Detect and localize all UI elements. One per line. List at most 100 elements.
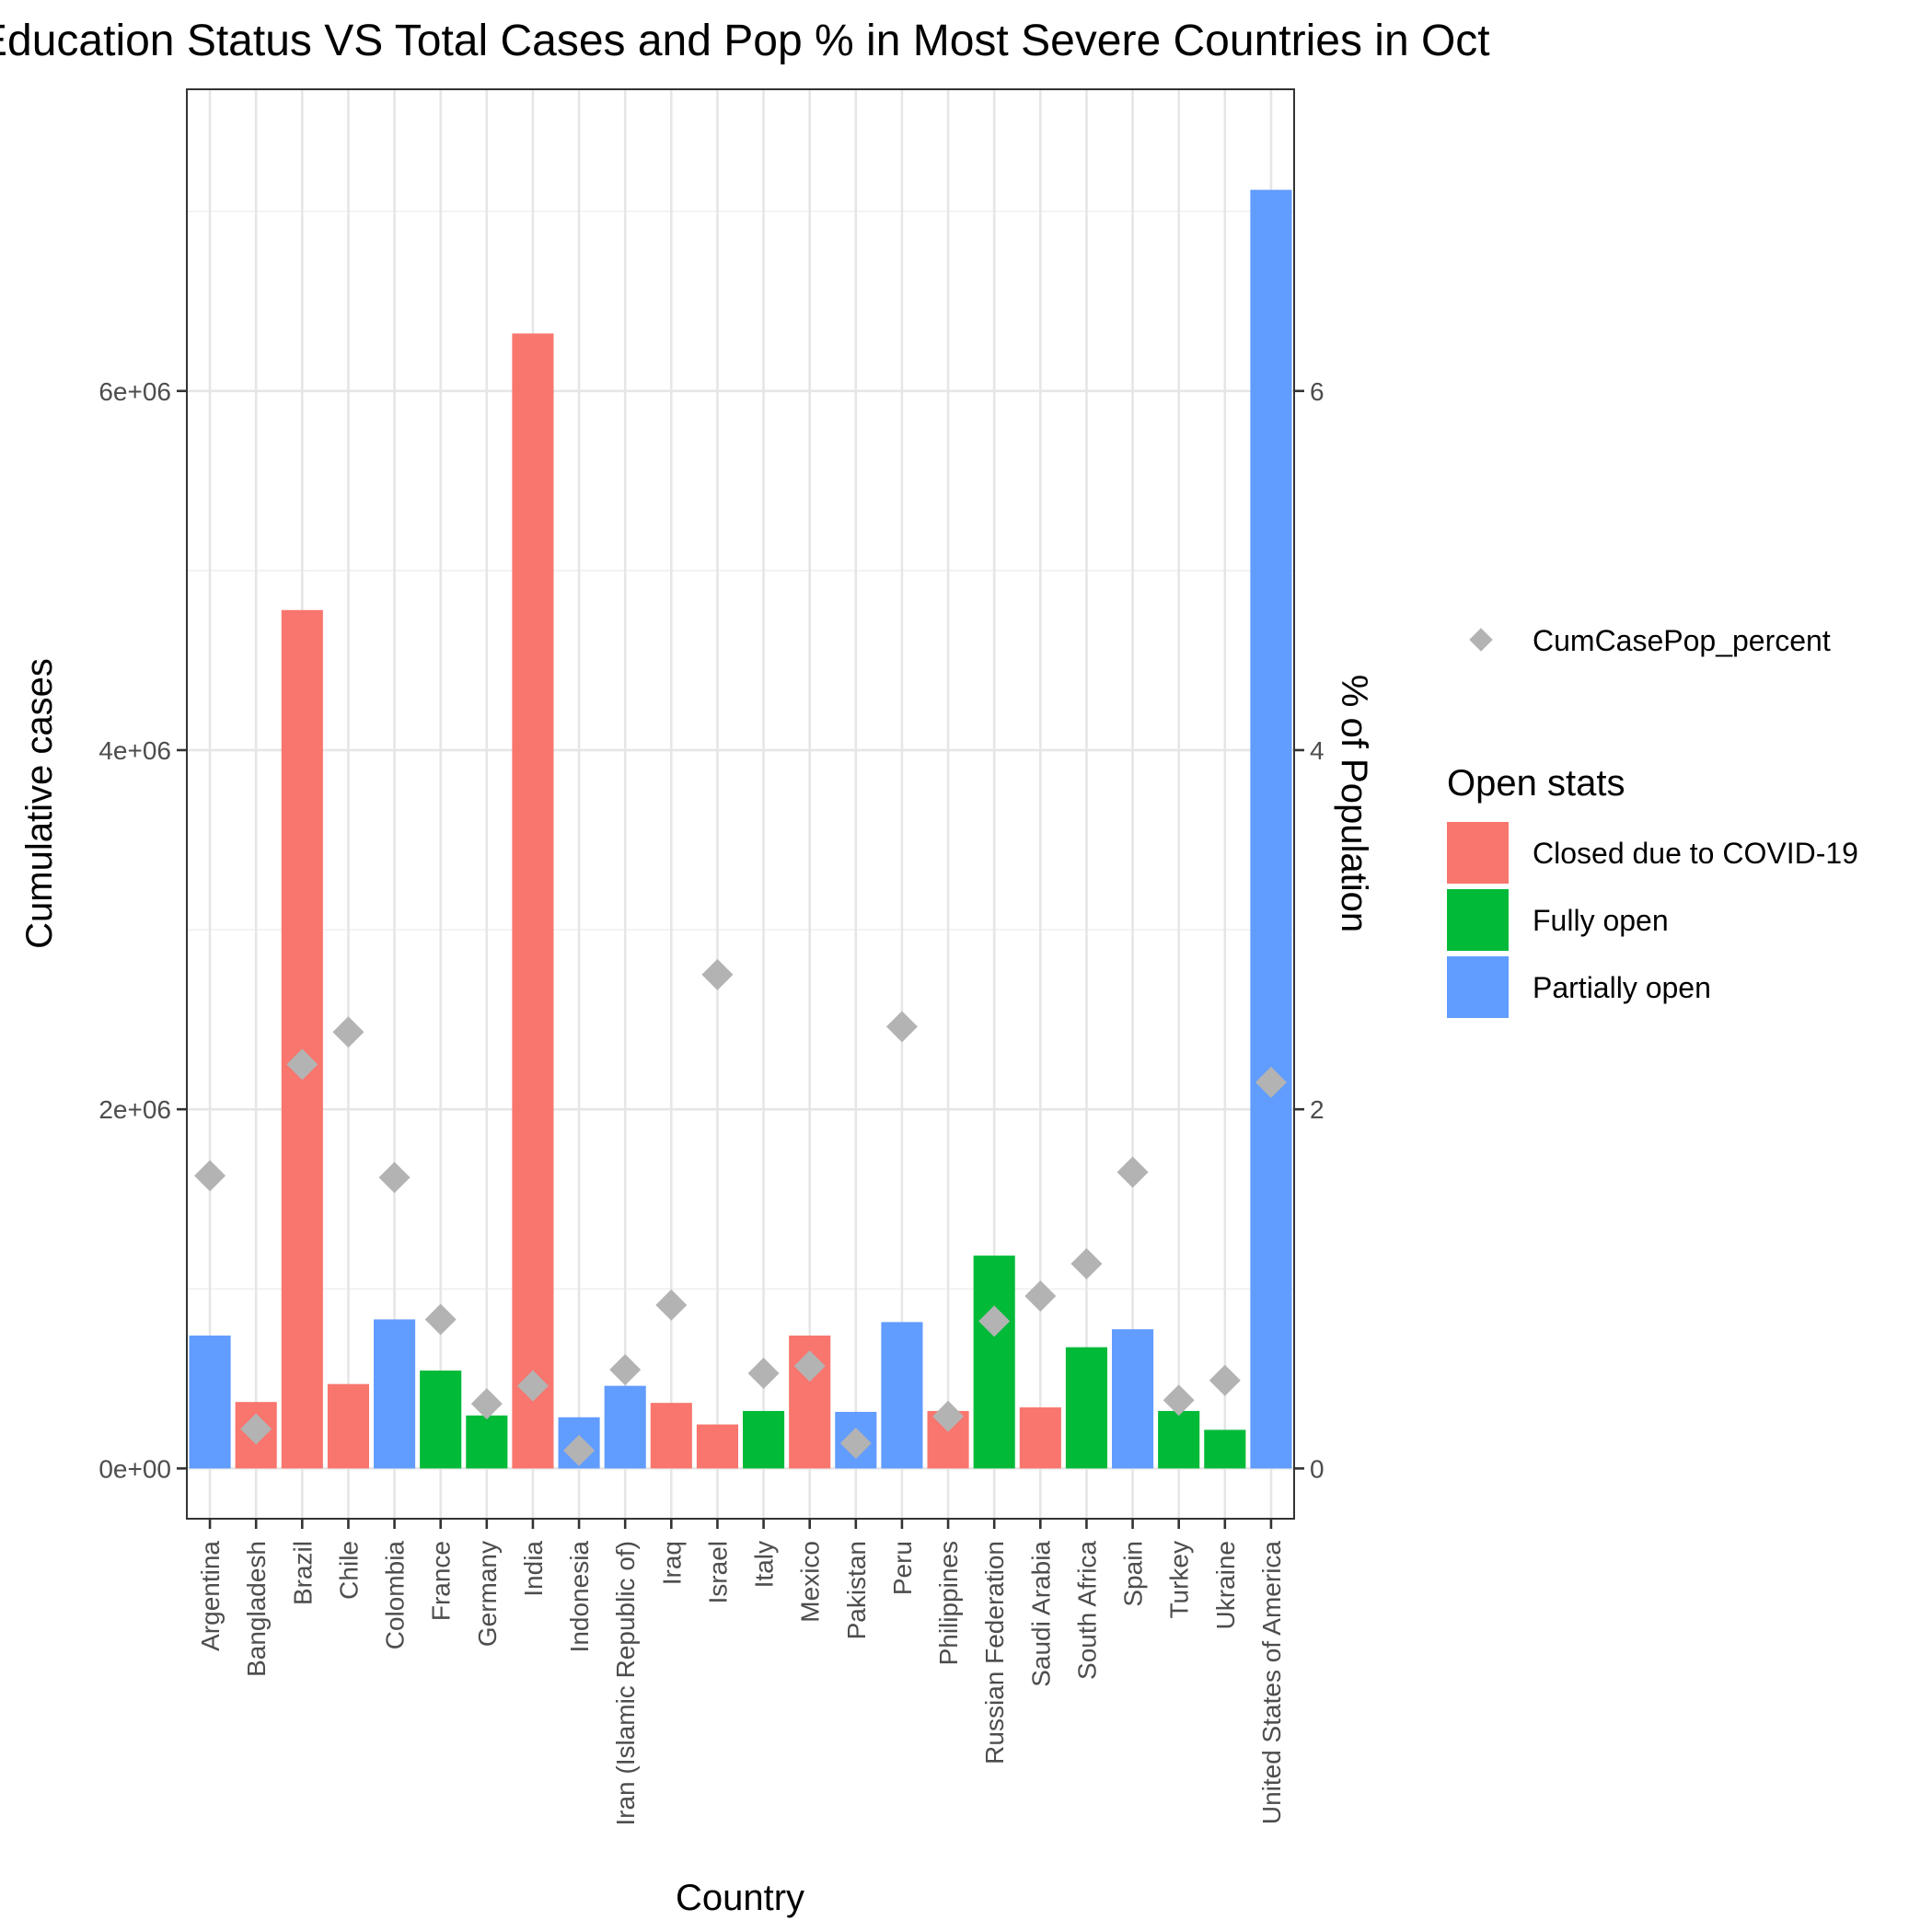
- bar: [696, 1424, 738, 1469]
- percent-point-series: [194, 958, 1287, 1466]
- bar-series: [189, 190, 1292, 1469]
- percent-point: [1116, 1156, 1149, 1188]
- bar: [1019, 1407, 1061, 1469]
- bar: [650, 1403, 692, 1469]
- legend-fill-label: Partially open: [1533, 971, 1711, 1004]
- y-tick-label-left: 6e+06: [98, 377, 171, 406]
- x-tick-label: Mexico: [796, 1541, 825, 1623]
- bar: [881, 1322, 923, 1469]
- legend-point-label: CumCasePop_percent: [1533, 624, 1831, 657]
- x-tick-label: Peru: [888, 1541, 917, 1595]
- bar: [1158, 1410, 1200, 1469]
- bar: [466, 1415, 508, 1469]
- bar: [512, 333, 554, 1469]
- x-tick-label: Ukraine: [1211, 1541, 1240, 1629]
- percent-point: [194, 1160, 226, 1192]
- plot-border: [186, 88, 1295, 1520]
- legend-fill-items: Closed due to COVID-19 Fully open Partiall…: [1447, 822, 1858, 1018]
- y-tick-label-right: 4: [1310, 736, 1325, 765]
- percent-point: [1255, 1066, 1287, 1098]
- bar: [281, 609, 323, 1469]
- x-tick-label: Germany: [473, 1541, 502, 1647]
- bar: [973, 1255, 1015, 1469]
- percent-point: [932, 1400, 965, 1432]
- x-tick-label: United States of America: [1257, 1541, 1286, 1825]
- percent-point: [655, 1289, 688, 1321]
- legend: CumCasePop_percent Open stats Closed due…: [1447, 624, 1858, 1018]
- bar: [374, 1319, 416, 1469]
- legend-point-key-diamond: [1469, 628, 1493, 652]
- percent-point: [1209, 1364, 1241, 1396]
- chart-title: Education Status VS Total Cases and Pop …: [0, 17, 1490, 65]
- bar: [1112, 1329, 1154, 1469]
- x-tick-label: Spain: [1119, 1541, 1148, 1607]
- bar: [420, 1371, 462, 1469]
- y-axis-title-left: Cumulative cases: [19, 658, 60, 949]
- percent-point: [839, 1428, 872, 1460]
- bar: [189, 1335, 231, 1469]
- x-tick-label: Saudi Arabia: [1026, 1541, 1055, 1687]
- percent-point: [1070, 1247, 1103, 1279]
- x-tick-label: Pakistan: [842, 1541, 871, 1639]
- x-axis-title: Country: [676, 1878, 804, 1918]
- y-axis-right: 0 2 4 6: [1294, 377, 1325, 1483]
- legend-fill-key: [1447, 822, 1509, 884]
- x-axis: Argentina Bangladesh Brazil Chile Colombia Fr…: [196, 1519, 1286, 1826]
- major-gridlines: [187, 89, 1294, 1519]
- percent-point: [240, 1413, 272, 1445]
- x-tick-label: Indonesia: [565, 1541, 594, 1653]
- x-tick-label: Iran (Islamic Republic of): [611, 1541, 640, 1826]
- x-tick-label: Bangladesh: [242, 1541, 271, 1677]
- x-tick-label: Russian Federation: [980, 1541, 1009, 1764]
- percent-point: [332, 1016, 364, 1048]
- percent-point: [747, 1357, 780, 1389]
- percent-point: [885, 1011, 918, 1043]
- percent-point: [424, 1303, 457, 1336]
- legend-fill-label: Closed due to COVID-19: [1533, 837, 1858, 870]
- y-tick-label-left: 0e+00: [98, 1454, 171, 1483]
- y-tick-label-left: 2e+06: [98, 1095, 171, 1124]
- x-tick-label: Brazil: [288, 1541, 317, 1605]
- x-tick-label: Israel: [703, 1541, 732, 1603]
- x-tick-label: Argentina: [196, 1541, 225, 1651]
- x-tick-label: India: [519, 1541, 548, 1597]
- bar: [1250, 190, 1292, 1469]
- percent-point: [793, 1350, 826, 1382]
- bar: [743, 1410, 785, 1469]
- x-tick-label: Colombia: [381, 1541, 410, 1650]
- x-tick-label: Chile: [334, 1541, 363, 1600]
- percent-point: [978, 1305, 1011, 1337]
- bar: [327, 1383, 369, 1469]
- x-tick-label: Italy: [750, 1541, 779, 1588]
- percent-point: [609, 1354, 642, 1386]
- legend-fill-title: Open stats: [1447, 763, 1625, 804]
- y-tick-label-right: 6: [1310, 377, 1325, 406]
- x-tick-label: France: [427, 1541, 456, 1621]
- minor-gridlines: [187, 211, 1294, 1290]
- percent-point: [286, 1048, 318, 1081]
- x-tick-label: Philippines: [934, 1541, 963, 1665]
- bar: [1204, 1429, 1246, 1469]
- x-tick-label: Turkey: [1165, 1541, 1194, 1619]
- x-tick-label: South Africa: [1072, 1541, 1101, 1680]
- percent-point: [563, 1434, 596, 1466]
- bar: [604, 1385, 646, 1469]
- legend-fill-key: [1447, 956, 1509, 1018]
- percent-point: [1163, 1384, 1195, 1417]
- percent-point: [701, 958, 734, 990]
- percent-point: [378, 1162, 411, 1194]
- y-tick-label-right: 0: [1310, 1454, 1325, 1483]
- percent-point: [516, 1370, 549, 1402]
- plot-panel: [187, 89, 1294, 1519]
- percent-point: [470, 1388, 503, 1420]
- y-axis-left: 0e+00 2e+06 4e+06 6e+06: [98, 377, 187, 1483]
- y-tick-label-right: 2: [1310, 1095, 1325, 1124]
- percent-point: [1024, 1280, 1057, 1313]
- bar: [1065, 1347, 1107, 1469]
- legend-fill-key: [1447, 889, 1509, 951]
- x-tick-label: Iraq: [657, 1541, 686, 1585]
- legend-fill-label: Fully open: [1533, 904, 1669, 937]
- y-axis-title-right: % of Population: [1334, 675, 1374, 932]
- y-tick-label-left: 4e+06: [98, 736, 171, 765]
